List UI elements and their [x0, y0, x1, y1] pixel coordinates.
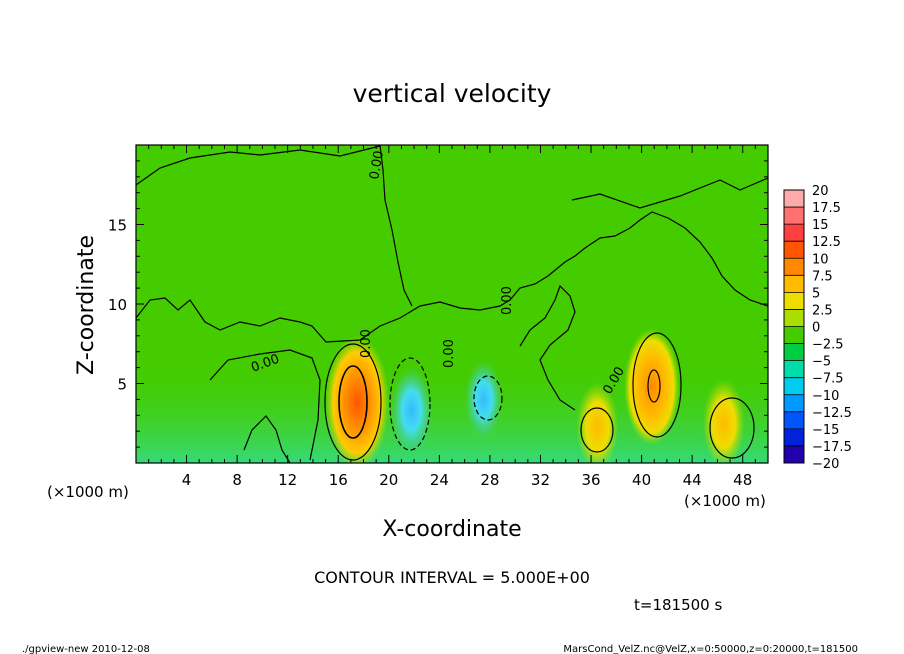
colorbar-cell [784, 445, 804, 463]
x-tick-label: 24 [430, 471, 449, 489]
colorbar-cell [784, 326, 804, 344]
y-tick-label: 10 [108, 296, 127, 314]
colorbar-label: −12.5 [812, 406, 852, 421]
colorbar-label: 15 [812, 218, 829, 233]
colorbar-cell [784, 241, 804, 259]
y-axis-label: Z-coordinate [74, 235, 99, 375]
colorbar-cell [784, 292, 804, 310]
x-unit-left: (×1000 m) [47, 483, 129, 501]
colorbar-label: 0 [812, 321, 820, 336]
updraft-4 [576, 382, 619, 463]
contour-interval: CONTOUR INTERVAL = 5.000E+00 [314, 568, 590, 587]
x-axis: 4 8 12 16 20 24 28 32 36 40 44 48 [135, 145, 769, 489]
x-tick-label: 32 [531, 471, 550, 489]
footer-left: ./gpview-new 2010-12-08 [22, 644, 150, 654]
colorbar-cell [784, 275, 804, 293]
colorbar-label: −7.5 [812, 372, 844, 387]
colorbar-cell [784, 394, 804, 412]
y-tick-label: 5 [117, 376, 127, 394]
colorbar-label: −2.5 [812, 338, 844, 353]
contour-downdraft-2 [473, 375, 503, 421]
colorbar-cell [784, 360, 804, 378]
colorbar: 20 17.5 15 12.5 10 7.5 5 2.5 0 −2.5 −5 −7.5 −10 −12.5… [783, 184, 852, 472]
colorbar-cell [784, 224, 804, 242]
x-tick-label: 12 [278, 471, 297, 489]
x-tick-label: 20 [379, 471, 398, 489]
chart-title: vertical velocity [353, 79, 552, 108]
contour-mid-upper [519, 284, 576, 411]
contour-label: 0.00 [500, 286, 515, 315]
colorbar-cell [784, 428, 804, 446]
x-tick-label: 40 [632, 471, 651, 489]
colorbar-label: 2.5 [812, 303, 833, 318]
colorbar-label: 10 [812, 252, 829, 267]
colorbar-label: −20 [812, 457, 839, 472]
plot-area: 0.000.000.000.000.000.00 [136, 145, 768, 463]
colorbar-label: 5 [812, 286, 820, 301]
contour-lines [136, 145, 768, 463]
colorbar-label: 12.5 [812, 235, 841, 250]
updraft-1 [325, 335, 390, 463]
zero-contour-right [571, 177, 768, 209]
colorbar-cell [784, 190, 804, 208]
colorbar-label: −15 [812, 423, 839, 438]
contour-updraft-2-outer [632, 332, 682, 438]
zero-contour [136, 211, 768, 343]
colorbar-label: 7.5 [812, 269, 833, 284]
y-axis: 5 10 15 [108, 144, 768, 464]
contour-label: 0.00 [367, 150, 387, 181]
downdraft-5 [390, 366, 433, 455]
x-axis-label: X-coordinate [382, 517, 521, 542]
colorbar-label: −5 [812, 355, 831, 370]
x-tick-label: 8 [232, 471, 242, 489]
x-tick-label: 16 [329, 471, 348, 489]
colorbar-label: −10 [812, 389, 839, 404]
contour-left-low [243, 415, 291, 463]
contour-label: 0.00 [359, 329, 374, 358]
colorbar-cell [784, 207, 804, 225]
x-tick-label: 44 [683, 471, 702, 489]
zero-contour-upper [379, 145, 413, 307]
x-unit-right: (×1000 m) [684, 492, 766, 510]
x-tick-label: 36 [581, 471, 600, 489]
updraft-3 [702, 379, 745, 463]
downdraft-6 [464, 359, 503, 439]
colorbar-label: 20 [812, 184, 829, 199]
contour-inner-left [209, 349, 321, 461]
x-tick-label: 4 [182, 471, 192, 489]
x-tick-label: 48 [733, 471, 752, 489]
time-label: t=181500 s [634, 596, 722, 614]
contour-updraft-2-inner [647, 369, 661, 403]
contour-updraft-3 [709, 397, 755, 459]
colorbar-cell [784, 343, 804, 361]
y-tick-label: 15 [108, 217, 127, 235]
colorbar-cell [784, 309, 804, 327]
contour-label: 0.00 [442, 339, 457, 368]
colorbar-label: 17.5 [812, 201, 841, 216]
colorbar-label: −17.5 [812, 440, 852, 455]
footer-right: MarsCond_VelZ.nc@VelZ,x=0:50000,z=0:2000… [563, 644, 858, 654]
contour-updraft-1-outer [324, 343, 382, 461]
contour-updraft-4 [580, 407, 614, 453]
zero-contour-top [136, 145, 381, 186]
colorbar-cell [784, 258, 804, 276]
x-tick-label: 28 [480, 471, 499, 489]
colorbar-cell [784, 411, 804, 429]
contour-updraft-1-inner [338, 365, 368, 439]
contour-downdraft-1 [389, 357, 431, 451]
colorbar-cell [784, 377, 804, 395]
